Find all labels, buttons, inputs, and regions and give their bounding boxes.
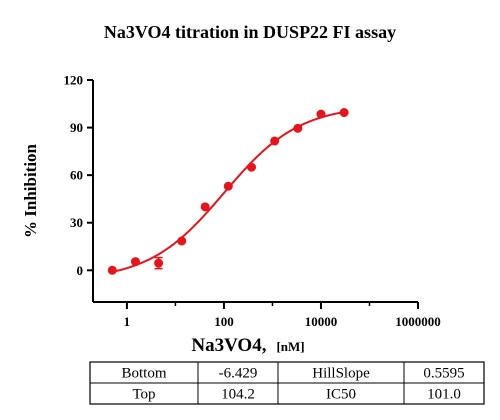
x-axis-label-name: Na3VO4,	[191, 335, 266, 356]
data-point	[177, 236, 187, 246]
y-tick-label: 90	[70, 120, 83, 135]
x-tick-label: 10000	[305, 314, 338, 329]
data-point	[293, 123, 303, 133]
param-value-cell: 0.5595	[423, 366, 464, 382]
data-point	[200, 202, 210, 212]
parameter-table: Bottom -6.429 HillSlope 0.5595 Top 104.2 IC50 1…	[89, 361, 485, 405]
x-axis-label-unit: [nM]	[276, 339, 304, 354]
param-name-cell: HillSlope	[312, 366, 370, 382]
data-point	[130, 257, 140, 267]
param-name-cell: Top	[132, 387, 155, 403]
data-point	[316, 109, 326, 119]
y-tick-label: 0	[77, 263, 84, 278]
data-point	[107, 265, 117, 275]
y-tick-label: 30	[70, 215, 83, 230]
data-point	[223, 181, 233, 191]
x-axis-label: Na3VO4, [nM]	[191, 335, 304, 356]
y-axis-label: % Inhibition	[21, 143, 40, 238]
data-point	[339, 108, 349, 118]
data-point	[154, 258, 164, 268]
param-name-cell: Bottom	[121, 366, 166, 382]
param-value-cell: 104.2	[221, 387, 255, 403]
data-point	[247, 162, 257, 172]
x-tick-label: 1000000	[395, 314, 441, 329]
param-value-cell: -6.429	[219, 366, 258, 382]
y-tick-label: 60	[70, 168, 83, 183]
plot-area: 0 30 60 90 120 1 100 10000 1000000	[64, 73, 441, 330]
data-point	[270, 136, 280, 146]
x-tick-label: 100	[214, 314, 234, 329]
fit-curve	[112, 111, 345, 273]
x-tick-label: 1	[124, 314, 131, 329]
param-value-cell: 101.0	[427, 387, 461, 403]
param-name-cell: IC50	[326, 387, 356, 403]
y-tick-label: 120	[64, 73, 84, 88]
chart-title: Na3VO4 titration in DUSP22 FI assay	[104, 22, 396, 42]
